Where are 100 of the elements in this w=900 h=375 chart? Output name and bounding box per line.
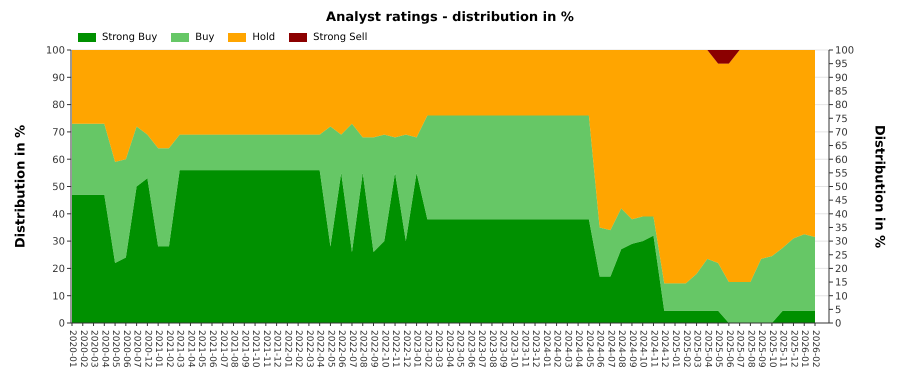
- x-tick-label: 2021-05: [196, 330, 206, 368]
- legend-label: Strong Sell: [313, 32, 368, 42]
- y-tick-label: 50: [52, 182, 65, 194]
- x-tick-label: 2024-12: [659, 330, 670, 368]
- y2-tick-label: 0: [835, 318, 842, 330]
- y2-tick-label: 15: [835, 278, 848, 289]
- y2-tick-label: 95: [835, 59, 848, 70]
- x-tick-label: 2025-10: [766, 330, 777, 368]
- x-tick-label: 2021-06: [206, 330, 217, 368]
- x-tick-label: 2022-10: [379, 330, 390, 368]
- x-tick-label: 2025-02: [680, 330, 691, 368]
- x-tick-label: 2024-10: [638, 330, 648, 368]
- y-axis-title: Distribution in %: [14, 124, 29, 248]
- x-tick-label: 2021-09: [239, 330, 250, 368]
- x-tick-label: 2020-05: [110, 330, 120, 368]
- x-tick-label: 2024-01: [540, 330, 551, 368]
- x-tick-label: 2025-04: [702, 330, 712, 368]
- y2-tick-label: 35: [835, 223, 848, 234]
- x-tick-label: 2023-10: [508, 330, 518, 368]
- y-tick-label: 60: [52, 154, 65, 166]
- x-tick-label: 2022-02: [293, 330, 304, 368]
- y2-tick-label: 45: [835, 196, 848, 207]
- y-tick-label: 40: [52, 209, 65, 220]
- x-tick-label: 2023-12: [530, 330, 540, 368]
- x-tick-label: 2024-08: [616, 330, 626, 368]
- y2-tick-label: 60: [835, 154, 848, 166]
- legend-label: Buy: [195, 32, 214, 42]
- x-tick-label: 2022-03: [304, 330, 314, 368]
- x-tick-label: 2024-07: [605, 330, 616, 368]
- y2-tick-label: 40: [835, 209, 848, 220]
- x-tick-label: 2024-09: [626, 330, 637, 368]
- x-tick-label: 2025-06: [724, 330, 734, 368]
- x-tick-label: 2025-05: [713, 330, 724, 368]
- x-tick-label: 2025-11: [778, 330, 788, 368]
- x-tick-label: 2025-08: [745, 330, 756, 368]
- x-tick-label: 2023-02: [422, 330, 432, 368]
- x-tick-label: 2022-05: [325, 330, 336, 368]
- y2-tick-label: 100: [835, 46, 854, 57]
- x-tick-label: 2021-01: [153, 330, 164, 368]
- legend-label: Strong Buy: [102, 32, 158, 42]
- x-tick-label: 2024-05: [584, 330, 594, 368]
- y2-tick-label: 10: [835, 291, 848, 302]
- x-tick-label: 2025-03: [692, 330, 702, 368]
- x-tick-label: 2020-07: [132, 330, 142, 368]
- x-tick-label: 2023-06: [465, 330, 476, 368]
- x-tick-label: 2023-07: [476, 330, 486, 368]
- x-tick-label: 2025-09: [756, 330, 766, 368]
- y2-tick-label: 85: [835, 86, 848, 98]
- y2-tick-label: 70: [835, 127, 848, 138]
- x-tick-label: 2025-01: [670, 330, 680, 368]
- x-tick-label: 2023-08: [486, 330, 497, 368]
- y-tick-label: 80: [52, 100, 65, 112]
- x-tick-label: 2021-08: [228, 330, 239, 368]
- y2-axis-title: Distribution in %: [871, 124, 886, 248]
- y2-tick-label: 90: [835, 72, 848, 84]
- x-tick-label: 2022-01: [282, 330, 292, 368]
- x-tick-label: 2023-01: [412, 330, 422, 368]
- x-tick-label: 2023-04: [444, 330, 454, 368]
- x-tick-label: 2024-06: [594, 330, 605, 368]
- y-tick-label: 0: [58, 318, 65, 330]
- x-tick-label: 2025-07: [734, 330, 745, 368]
- x-tick-label: 2022-04: [314, 330, 325, 368]
- y-tick-label: 20: [52, 264, 65, 275]
- y-tick-label: 100: [46, 46, 65, 57]
- y-tick-label: 90: [52, 72, 65, 84]
- x-tick-label: 2023-05: [454, 330, 465, 368]
- y2-tick-label: 55: [835, 168, 848, 180]
- x-tick-label: 2026-02: [810, 330, 820, 368]
- chart-title: Analyst ratings - distribution in %: [325, 9, 575, 27]
- x-tick-label: 2022-12: [400, 330, 411, 368]
- x-tick-label: 2021-07: [218, 330, 228, 368]
- y2-tick-label: 65: [835, 141, 848, 152]
- x-tick-label: 2022-06: [336, 330, 346, 368]
- x-tick-label: 2020-02: [78, 330, 88, 368]
- x-tick-label: 2022-09: [368, 330, 379, 368]
- x-tick-label: 2021-11: [260, 330, 271, 368]
- x-tick-label: 2020-03: [88, 330, 99, 368]
- y2-tick-label: 80: [835, 100, 848, 112]
- x-tick-label: 2023-09: [498, 330, 508, 368]
- x-tick-label: 2022-07: [346, 330, 357, 368]
- x-tick-label: 2025-12: [788, 330, 798, 368]
- y2-tick-label: 50: [835, 182, 848, 194]
- y-tick-label: 70: [52, 127, 65, 138]
- x-tick-label: 2023-11: [519, 330, 530, 368]
- y2-tick-label: 75: [835, 114, 848, 125]
- x-tick-label: 2022-11: [390, 330, 400, 368]
- legend-label: Hold: [252, 32, 276, 42]
- y-tick-label: 30: [52, 236, 65, 248]
- x-tick-label: 2021-12: [272, 330, 282, 368]
- x-tick-label: 2024-03: [562, 330, 572, 368]
- x-tick-label: 2021-02: [164, 330, 174, 368]
- y-tick-label: 10: [52, 291, 65, 302]
- x-tick-label: 2024-04: [573, 330, 584, 368]
- x-tick-label: 2022-08: [358, 330, 368, 368]
- y2-tick-label: 30: [835, 236, 848, 248]
- y2-tick-label: 25: [835, 250, 848, 262]
- x-tick-label: 2020-01: [67, 330, 77, 368]
- x-tick-label: 2021-03: [174, 330, 185, 368]
- x-tick-label: 2023-03: [433, 330, 444, 368]
- x-tick-label: 2021-04: [185, 330, 196, 368]
